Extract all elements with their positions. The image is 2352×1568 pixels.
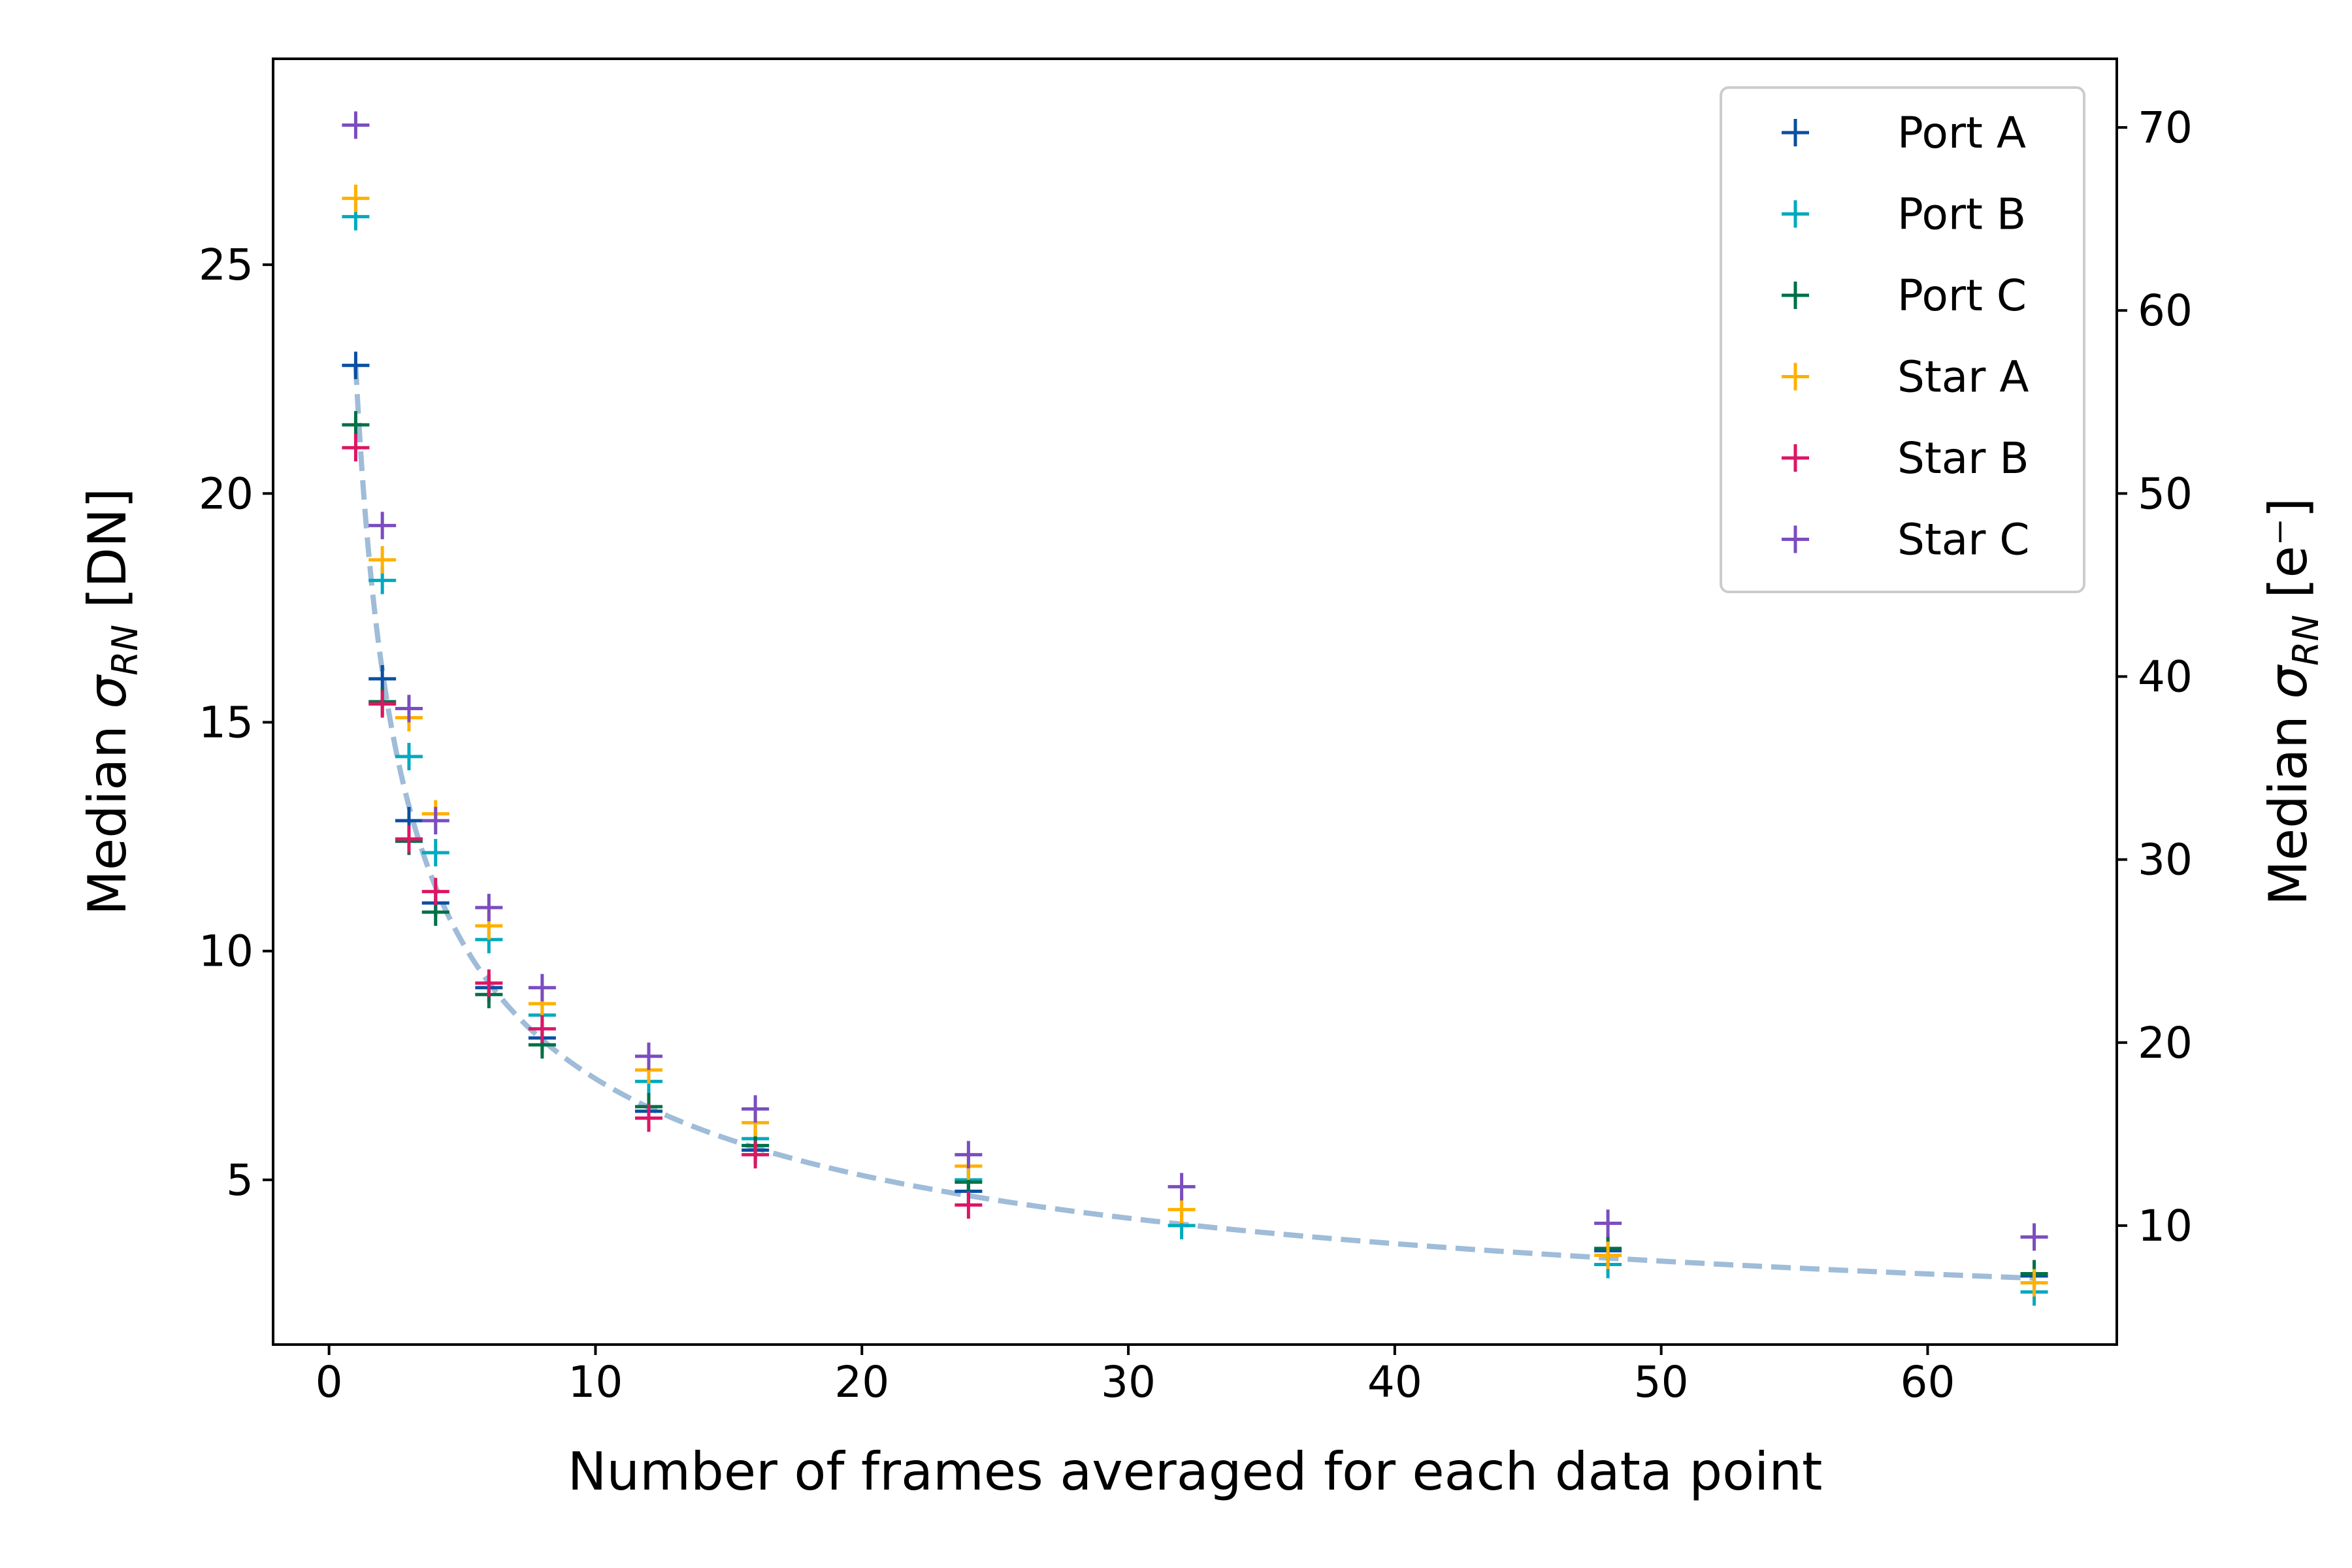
legend-label: Star B (1897, 433, 2029, 483)
data-point (1594, 1241, 1622, 1269)
legend-label: Port A (1897, 108, 2026, 158)
data-point (475, 894, 503, 922)
x-tick-label: 10 (568, 1357, 623, 1407)
data-point (2020, 1223, 2048, 1251)
data-point (395, 694, 423, 723)
y-axis-right-label: Median σRN [e⁻] (2258, 498, 2327, 906)
data-point (1168, 1173, 1196, 1201)
y-right-tick-label: 10 (2138, 1201, 2193, 1251)
data-point (635, 1042, 662, 1070)
y-axis-left: 5 10 15 20 25 (199, 240, 273, 1205)
legend-marker (1782, 444, 1809, 472)
data-point (368, 664, 397, 693)
data-point (528, 1015, 556, 1043)
series-star-c (342, 111, 2048, 1251)
data-point (528, 973, 556, 1002)
y-right-tick-label: 60 (2138, 286, 2193, 336)
data-point (368, 546, 397, 574)
legend-box (1720, 86, 2085, 593)
x-axis: 0 10 20 30 40 50 60 (316, 1345, 1955, 1407)
x-axis-label: Number of frames averaged for each data … (568, 1441, 1823, 1502)
data-point (342, 111, 370, 139)
y-left-tick-label: 5 (226, 1155, 253, 1205)
y-axis-left-label: Median σRN [DN] (77, 488, 146, 915)
data-point (342, 351, 370, 380)
y-right-tick-label: 40 (2138, 651, 2193, 702)
data-point (2020, 1269, 2048, 1297)
data-point (1168, 1196, 1196, 1224)
y-right-tick-label: 20 (2138, 1018, 2193, 1068)
legend-label: Port C (1897, 270, 2027, 321)
legend-marker (1782, 200, 1809, 228)
legend-label: Star C (1897, 515, 2029, 565)
y-left-tick-label: 15 (199, 698, 253, 748)
data-point (635, 1104, 662, 1132)
data-point (421, 807, 449, 835)
data-point (342, 434, 370, 462)
y-right-tick-label: 50 (2138, 468, 2193, 519)
legend-marker (1782, 363, 1809, 391)
data-point (342, 411, 370, 439)
data-point (368, 512, 397, 540)
data-point (342, 184, 370, 212)
data-point (421, 839, 449, 867)
y-right-tick-label: 30 (2138, 835, 2193, 885)
legend-label: Star A (1897, 352, 2029, 402)
data-point (395, 825, 423, 853)
y-right-tick-label: 70 (2138, 103, 2193, 153)
data-point (742, 1095, 770, 1123)
x-tick-label: 40 (1367, 1357, 1422, 1407)
plot-area-frame (272, 57, 2118, 1346)
data-point (955, 1191, 983, 1219)
y-left-tick-label: 25 (199, 240, 253, 290)
data-point (421, 877, 449, 906)
x-tick-label: 60 (1900, 1357, 1955, 1407)
data-point (1594, 1209, 1622, 1237)
y-left-tick-label: 10 (199, 926, 253, 977)
x-tick-label: 30 (1101, 1357, 1156, 1407)
data-point (395, 743, 423, 771)
series-star-b (342, 434, 983, 1219)
data-point (368, 690, 397, 718)
legend-marker (1782, 525, 1809, 553)
data-point (955, 1141, 983, 1169)
legend-marker (1782, 282, 1809, 309)
x-tick-label: 20 (834, 1357, 889, 1407)
y-left-tick-label: 20 (199, 468, 253, 519)
data-points-layer (342, 111, 2048, 1306)
legend: Port A Port B Port C Star A Star B Star C (1720, 86, 2085, 593)
data-point (475, 969, 503, 997)
y-axis-right: 10 20 30 40 50 60 70 (2117, 103, 2193, 1251)
legend-marker (1782, 119, 1809, 146)
data-point (742, 1141, 770, 1169)
x-tick-label: 50 (1634, 1357, 1689, 1407)
x-tick-label: 0 (316, 1357, 343, 1407)
legend-label: Port B (1897, 189, 2026, 240)
